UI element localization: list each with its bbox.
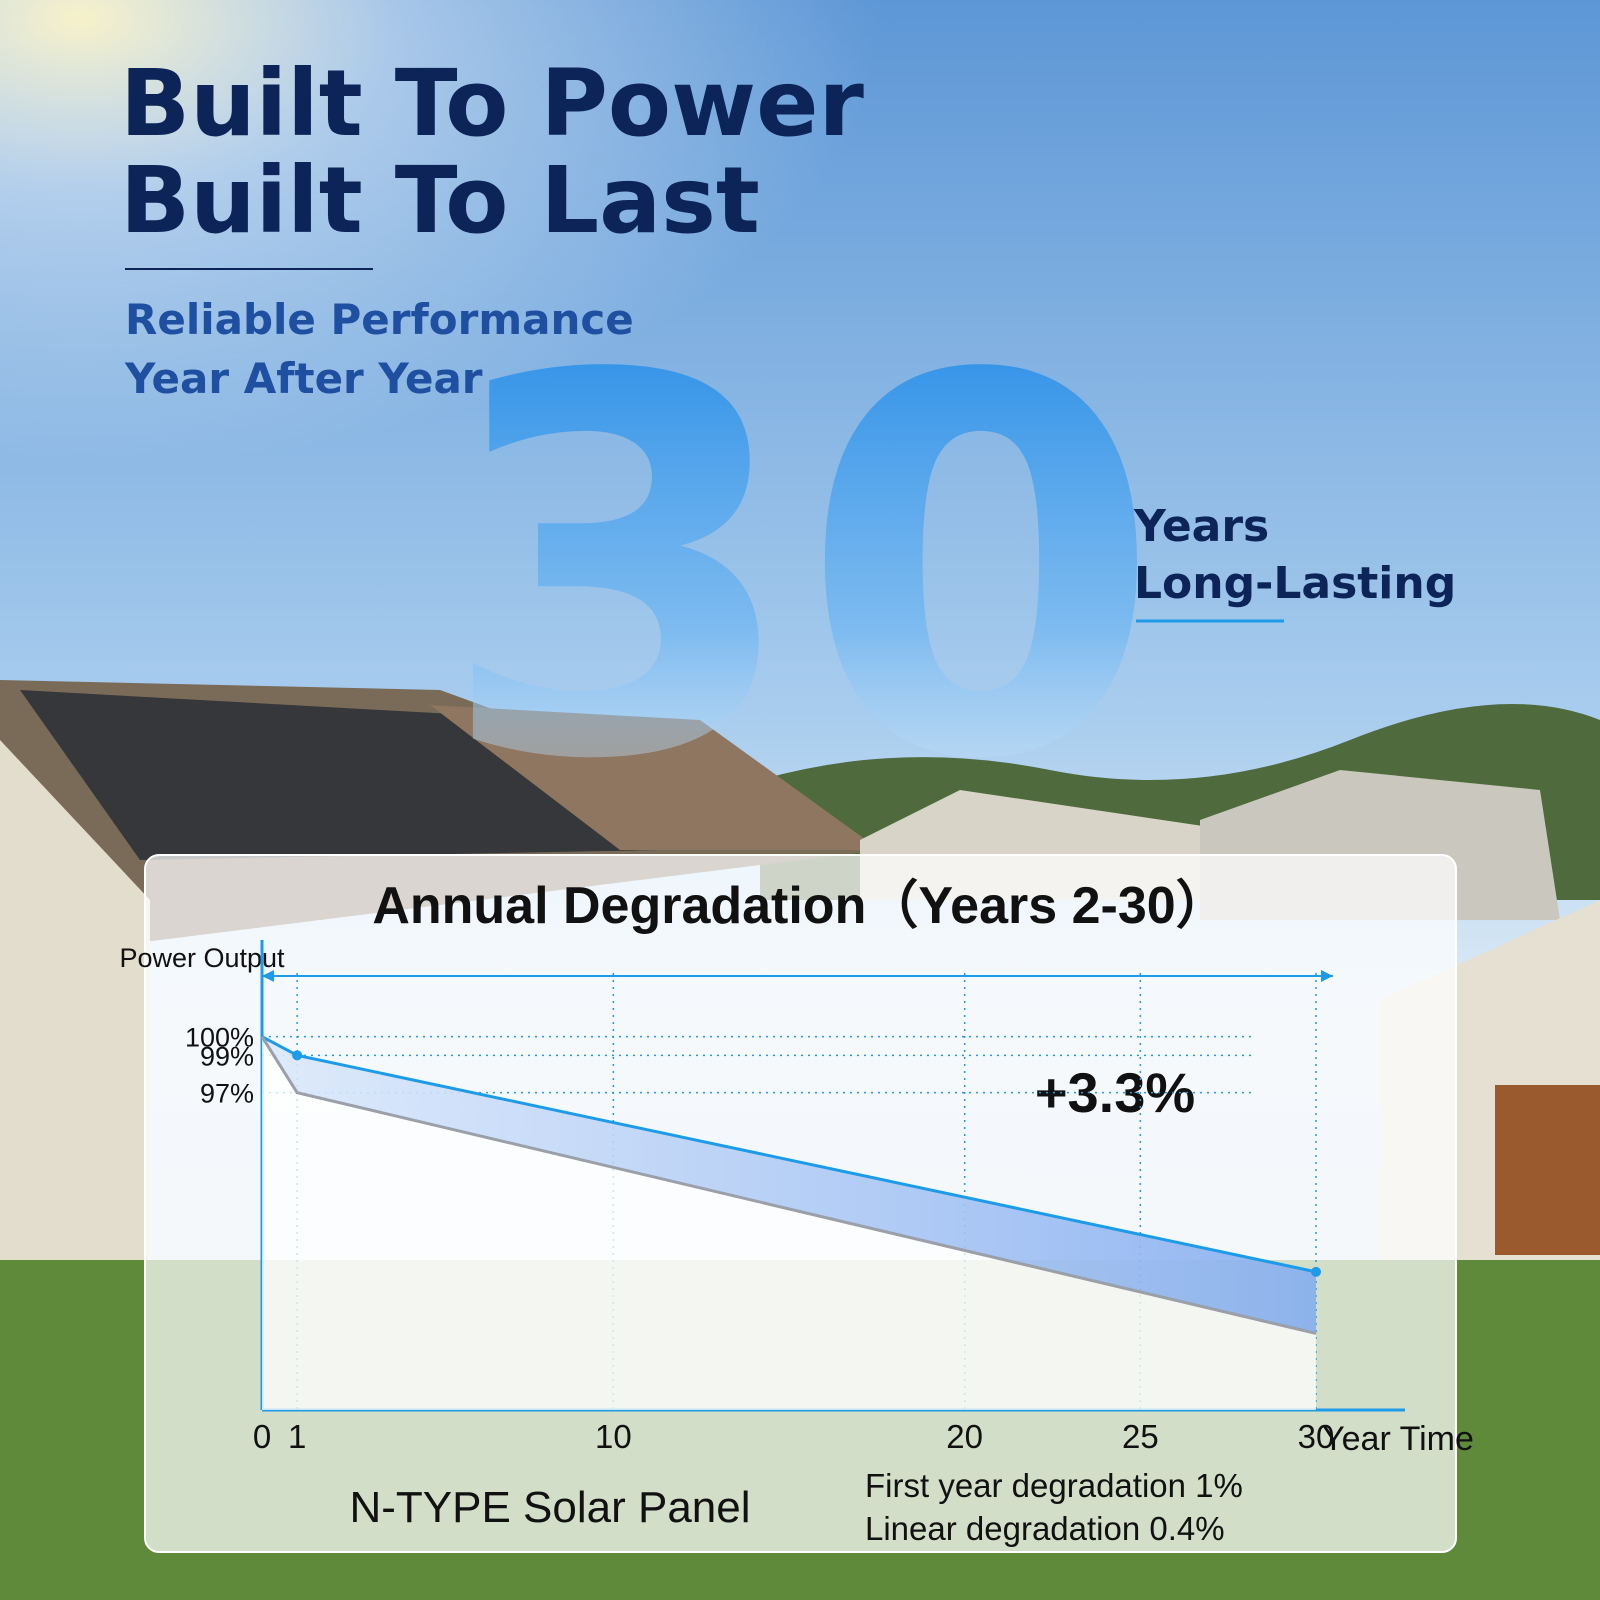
y-tick-label: 100% (185, 1023, 254, 1053)
gap-fill (262, 1036, 1316, 1334)
point (292, 1050, 303, 1061)
title-line: Built To Last (120, 147, 760, 254)
annotation: Linear degradation 0.4% (865, 1510, 1225, 1547)
arrow-head (1321, 970, 1333, 982)
point (1311, 1266, 1321, 1277)
badge-line: Years (1133, 501, 1269, 552)
legend-label: N-TYPE Solar Panel (349, 1483, 750, 1532)
title-line: Built To Power (120, 50, 864, 157)
subtitle-line: Year After Year (124, 354, 483, 403)
arrow-head (262, 970, 274, 982)
subtitle-line: Reliable Performance (125, 295, 634, 344)
chart-title: Annual Degradation（Years 2-30） (372, 877, 1227, 935)
series-line (260, 1035, 1317, 1335)
annotation: +3.3% (1035, 1061, 1195, 1124)
y-tick-label: 97% (200, 1079, 254, 1109)
y-axis-label: Power Output (119, 943, 285, 973)
x-tick-label: 0 (253, 1418, 271, 1455)
x-tick-label: 20 (946, 1418, 983, 1455)
house-wall (0, 740, 150, 1380)
y-tick-label: 99% (200, 1041, 254, 1071)
chart: Annual Degradation（Years 2-30） +3.3% Fir… (119, 877, 1473, 1547)
badge-number: 30 (438, 267, 1162, 873)
under-fill (262, 1036, 1316, 1410)
x-tick-label: 25 (1122, 1418, 1159, 1455)
x-tick-label: 30 (1298, 1418, 1335, 1455)
x-tick-label: 10 (595, 1418, 632, 1455)
annotation: First year degradation 1% (865, 1467, 1243, 1504)
badge-line: Long-Lasting (1134, 558, 1456, 609)
garage-door (1495, 1085, 1600, 1255)
x-tick-label: 1 (288, 1418, 306, 1455)
roof (430, 705, 880, 850)
x-axis-label: Year Time (1322, 1420, 1474, 1458)
